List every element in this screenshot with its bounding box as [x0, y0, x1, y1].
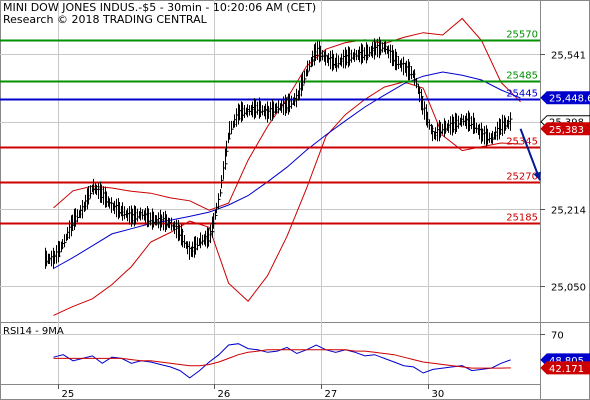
chart-subtitle: Research © 2018 TRADING CENTRAL [3, 13, 207, 26]
price-layer [45, 36, 513, 269]
forecast-arrow-head [533, 171, 541, 181]
time-axis-label: 30 [432, 389, 445, 400]
level-label-25270: 25270 [506, 172, 538, 183]
rsi-tag-box [540, 361, 590, 375]
time-axis-label: 26 [218, 389, 231, 400]
moving-average-layer [53, 71, 521, 269]
arrow-layer [519, 128, 541, 181]
chart-title: MINI DOW JONES INDUS.-$5 - 30min - 10:20… [3, 1, 317, 14]
price-axis-label: 25,050 [551, 283, 586, 294]
rsi-tag-red: 42.171 [540, 361, 590, 375]
price-axis-label: 25,214 [551, 206, 586, 217]
rsi-panel-title: RSI14 - 9MA [3, 326, 64, 337]
price-tag-blue: 25,448.6 [540, 91, 590, 105]
time-axis-layer: 25 26 27 30 [58, 384, 445, 400]
rsi-axis-label: 70 [551, 331, 564, 342]
price-tag-label: 25,448.6 [549, 94, 590, 105]
time-axis-label: 25 [62, 389, 75, 400]
grid-layer [0, 0, 540, 384]
price-tag-box [540, 91, 590, 105]
bollinger-lower-line [53, 81, 521, 316]
price-tag-red: 25,383 [540, 122, 590, 136]
time-axis-label: 27 [325, 389, 338, 400]
rsi-tag-label: 48.805 [549, 356, 584, 367]
price-axis-layer: 25,05025,21425,39825,54125,448.625,39825… [540, 51, 590, 294]
price-tag-box [540, 122, 590, 136]
rsi_ma-line [53, 349, 511, 369]
level-label-25185: 25185 [506, 213, 538, 224]
price-axis-label: 25,541 [551, 51, 586, 62]
level-label-25485: 25485 [506, 71, 538, 82]
level-label-25445: 25445 [506, 89, 538, 100]
bollinger-upper-line [53, 17, 521, 211]
price-tag-label: 25,383 [549, 125, 584, 136]
moving-average-line [53, 71, 521, 269]
level-label-25345: 25345 [506, 137, 538, 148]
rsi-line [53, 343, 511, 379]
rsi-tag-label: 42.171 [549, 364, 584, 375]
level-label-25570: 25570 [506, 30, 538, 41]
forecast-arrow-shaft [519, 128, 541, 181]
levels-layer: 25570 25485 25445 25345 25270 25185 [0, 30, 540, 225]
